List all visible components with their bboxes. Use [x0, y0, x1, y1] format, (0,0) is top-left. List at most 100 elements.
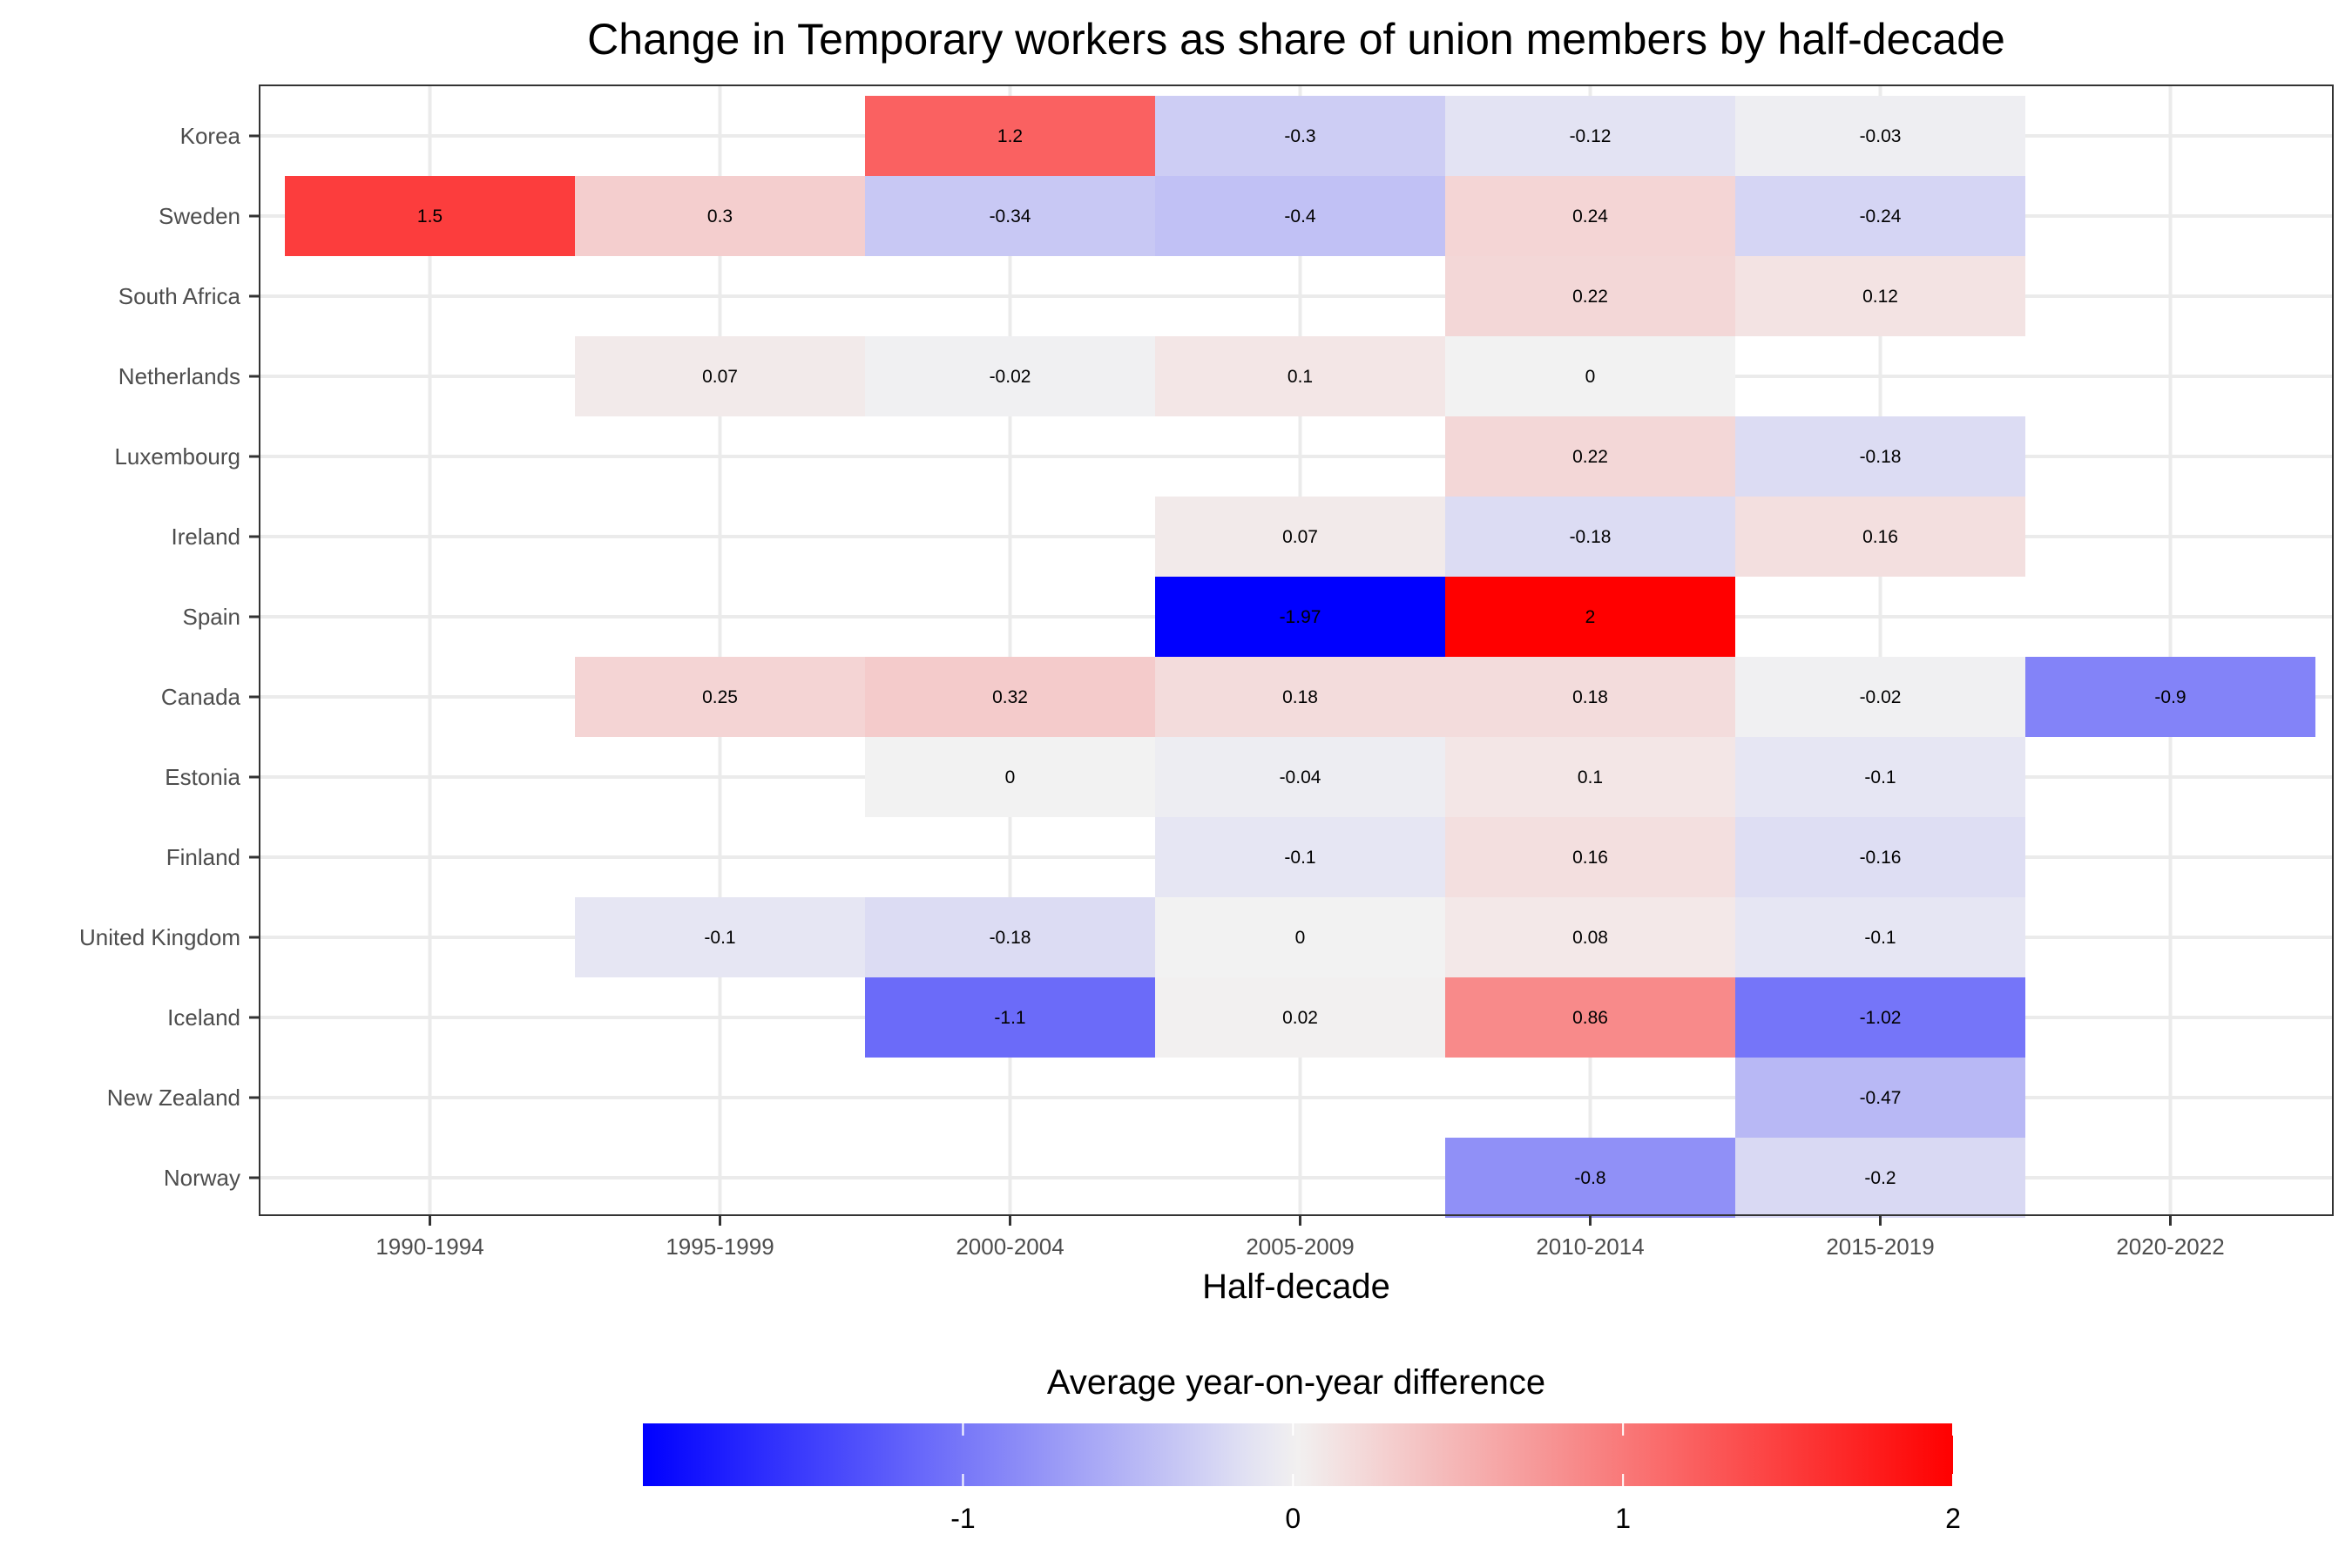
cell-label-sweden-1995-1999: 0.3 — [707, 206, 733, 226]
cell-label-norway-2010-2014: -0.8 — [1574, 1168, 1605, 1188]
heatmap-cell-estonia-2005-2009 — [1155, 737, 1445, 817]
cell-label-korea-2010-2014: -0.12 — [1570, 126, 1612, 146]
y-tick-label-new-zealand: New Zealand — [107, 1085, 240, 1111]
cell-label-sweden-2015-2019: -0.24 — [1860, 206, 1902, 226]
heatmap-cell-canada-2020-2022 — [2025, 657, 2315, 737]
heatmap-cell-estonia-2010-2014 — [1445, 737, 1735, 817]
heatmap-cell-iceland-2005-2009 — [1155, 977, 1445, 1058]
heatmap-cell-canada-2015-2019 — [1735, 657, 2025, 737]
heatmap-cell-united-kingdom-1995-1999 — [575, 897, 865, 977]
cell-label-finland-2005-2009: -0.1 — [1284, 848, 1315, 868]
legend-tick-label-0: -1 — [950, 1503, 975, 1534]
heatmap-cell-norway-2010-2014 — [1445, 1138, 1735, 1218]
heatmap-cell-canada-2000-2004 — [865, 657, 1155, 737]
cell-label-netherlands-2005-2009: 0.1 — [1288, 367, 1313, 387]
heatmap-cell-south-africa-2010-2014 — [1445, 256, 1735, 336]
cell-label-korea-2000-2004: 1.2 — [997, 126, 1023, 146]
heatmap-cell-ireland-2015-2019 — [1735, 497, 2025, 577]
y-tick-label-norway: Norway — [164, 1165, 240, 1191]
heatmap-cell-canada-1995-1999 — [575, 657, 865, 737]
cell-label-united-kingdom-2005-2009: 0 — [1295, 928, 1306, 948]
legend-tick-label-1: 0 — [1285, 1503, 1301, 1534]
cell-label-spain-2010-2014: 2 — [1585, 607, 1596, 627]
heatmap-cell-netherlands-2010-2014 — [1445, 336, 1735, 416]
cell-label-united-kingdom-2015-2019: -0.1 — [1864, 928, 1896, 948]
heatmap-cell-united-kingdom-2015-2019 — [1735, 897, 2025, 977]
cell-label-canada-2015-2019: -0.02 — [1860, 687, 1902, 707]
legend-color-bar — [643, 1423, 1953, 1486]
cell-label-netherlands-2000-2004: -0.02 — [990, 367, 1031, 387]
cell-label-netherlands-2010-2014: 0 — [1585, 367, 1596, 387]
cell-label-estonia-2010-2014: 0.1 — [1578, 767, 1603, 787]
cell-label-estonia-2005-2009: -0.04 — [1280, 767, 1321, 787]
cell-label-canada-2005-2009: 0.18 — [1282, 687, 1318, 707]
heatmap-cell-luxembourg-2015-2019 — [1735, 416, 2025, 497]
x-tick-label-2000-2004: 2000-2004 — [956, 1233, 1064, 1260]
chart-title: Change in Temporary workers as share of … — [587, 15, 2005, 64]
cell-label-ireland-2005-2009: 0.07 — [1282, 527, 1318, 547]
y-tick-label-luxembourg: Luxembourg — [114, 443, 240, 470]
cell-label-united-kingdom-2000-2004: -0.18 — [990, 928, 1031, 948]
x-tick-label-1995-1999: 1995-1999 — [666, 1233, 774, 1260]
cell-label-iceland-2010-2014: 0.86 — [1572, 1008, 1608, 1028]
heatmap-cells — [285, 96, 2315, 1218]
heatmap-cell-korea-2010-2014 — [1445, 96, 1735, 176]
y-tick-label-finland: Finland — [166, 844, 240, 870]
heatmap-cell-netherlands-2000-2004 — [865, 336, 1155, 416]
y-tick-label-canada: Canada — [161, 684, 241, 710]
heatmap-cell-canada-2010-2014 — [1445, 657, 1735, 737]
heatmap-cell-finland-2010-2014 — [1445, 817, 1735, 897]
x-tick-label-2015-2019: 2015-2019 — [1826, 1233, 1934, 1260]
heatmap-cell-korea-2000-2004 — [865, 96, 1155, 176]
heatmap-cell-spain-2005-2009 — [1155, 577, 1445, 657]
heatmap-cell-ireland-2010-2014 — [1445, 497, 1735, 577]
x-tick-label-2020-2022: 2020-2022 — [2116, 1233, 2224, 1260]
cell-label-iceland-2000-2004: -1.1 — [994, 1008, 1025, 1028]
cell-label-luxembourg-2015-2019: -0.18 — [1860, 447, 1902, 467]
cell-label-canada-2000-2004: 0.32 — [992, 687, 1028, 707]
cell-label-sweden-2010-2014: 0.24 — [1572, 206, 1608, 226]
cell-label-estonia-2000-2004: 0 — [1005, 767, 1016, 787]
legend-ticks: -1 0 1 2 — [950, 1423, 1961, 1534]
cell-label-iceland-2015-2019: -1.02 — [1860, 1008, 1902, 1028]
cell-label-estonia-2015-2019: -0.1 — [1864, 767, 1896, 787]
heatmap-cell-korea-2015-2019 — [1735, 96, 2025, 176]
cell-label-sweden-1990-1994: 1.5 — [417, 206, 443, 226]
cell-label-ireland-2015-2019: 0.16 — [1862, 527, 1898, 547]
heatmap-cell-new-zealand-2015-2019 — [1735, 1058, 2025, 1138]
heatmap-cell-netherlands-2005-2009 — [1155, 336, 1445, 416]
cell-label-sweden-2005-2009: -0.4 — [1284, 206, 1316, 226]
cell-label-luxembourg-2010-2014: 0.22 — [1572, 447, 1608, 467]
heatmap-cell-united-kingdom-2010-2014 — [1445, 897, 1735, 977]
cell-label-canada-2010-2014: 0.18 — [1572, 687, 1608, 707]
heatmap-cell-sweden-1995-1999 — [575, 176, 865, 256]
cell-label-norway-2015-2019: -0.2 — [1864, 1168, 1896, 1188]
cell-label-finland-2010-2014: 0.16 — [1572, 848, 1608, 868]
heatmap-cell-canada-2005-2009 — [1155, 657, 1445, 737]
cell-label-finland-2015-2019: -0.16 — [1860, 848, 1902, 868]
heatmap-cell-finland-2015-2019 — [1735, 817, 2025, 897]
heatmap-cell-korea-2005-2009 — [1155, 96, 1445, 176]
heatmap-cell-iceland-2010-2014 — [1445, 977, 1735, 1058]
cell-label-spain-2005-2009: -1.97 — [1280, 607, 1321, 627]
heatmap-cell-finland-2005-2009 — [1155, 817, 1445, 897]
y-tick-label-south-africa: South Africa — [118, 283, 241, 309]
y-tick-label-united-kingdom: United Kingdom — [79, 924, 240, 950]
y-tick-label-spain: Spain — [183, 604, 241, 630]
x-axis-title: Half-decade — [1202, 1267, 1390, 1306]
legend-tick-label-3: 2 — [1945, 1503, 1961, 1534]
heatmap-cell-luxembourg-2010-2014 — [1445, 416, 1735, 497]
cell-value-labels: 1.2 -0.3 -0.12 -0.031.5 0.3 -0.34 -0.4 0.24 -0.2… — [417, 126, 2186, 1188]
color-legend: Average year-on-year difference -1 0 1 2 — [643, 1363, 1961, 1534]
cell-label-netherlands-1995-1999: 0.07 — [702, 367, 738, 387]
panel-border — [259, 84, 2334, 1216]
y-tick-label-netherlands: Netherlands — [118, 363, 240, 389]
heatmap-cell-estonia-2000-2004 — [865, 737, 1155, 817]
heatmap-cell-south-africa-2015-2019 — [1735, 256, 2025, 336]
x-tick-label-2005-2009: 2005-2009 — [1246, 1233, 1354, 1260]
cell-label-united-kingdom-2010-2014: 0.08 — [1572, 928, 1608, 948]
y-tick-label-estonia: Estonia — [165, 764, 240, 790]
cell-label-canada-2020-2022: -0.9 — [2154, 687, 2186, 707]
cell-label-korea-2005-2009: -0.3 — [1284, 126, 1315, 146]
heatmap-cell-norway-2015-2019 — [1735, 1138, 2025, 1218]
